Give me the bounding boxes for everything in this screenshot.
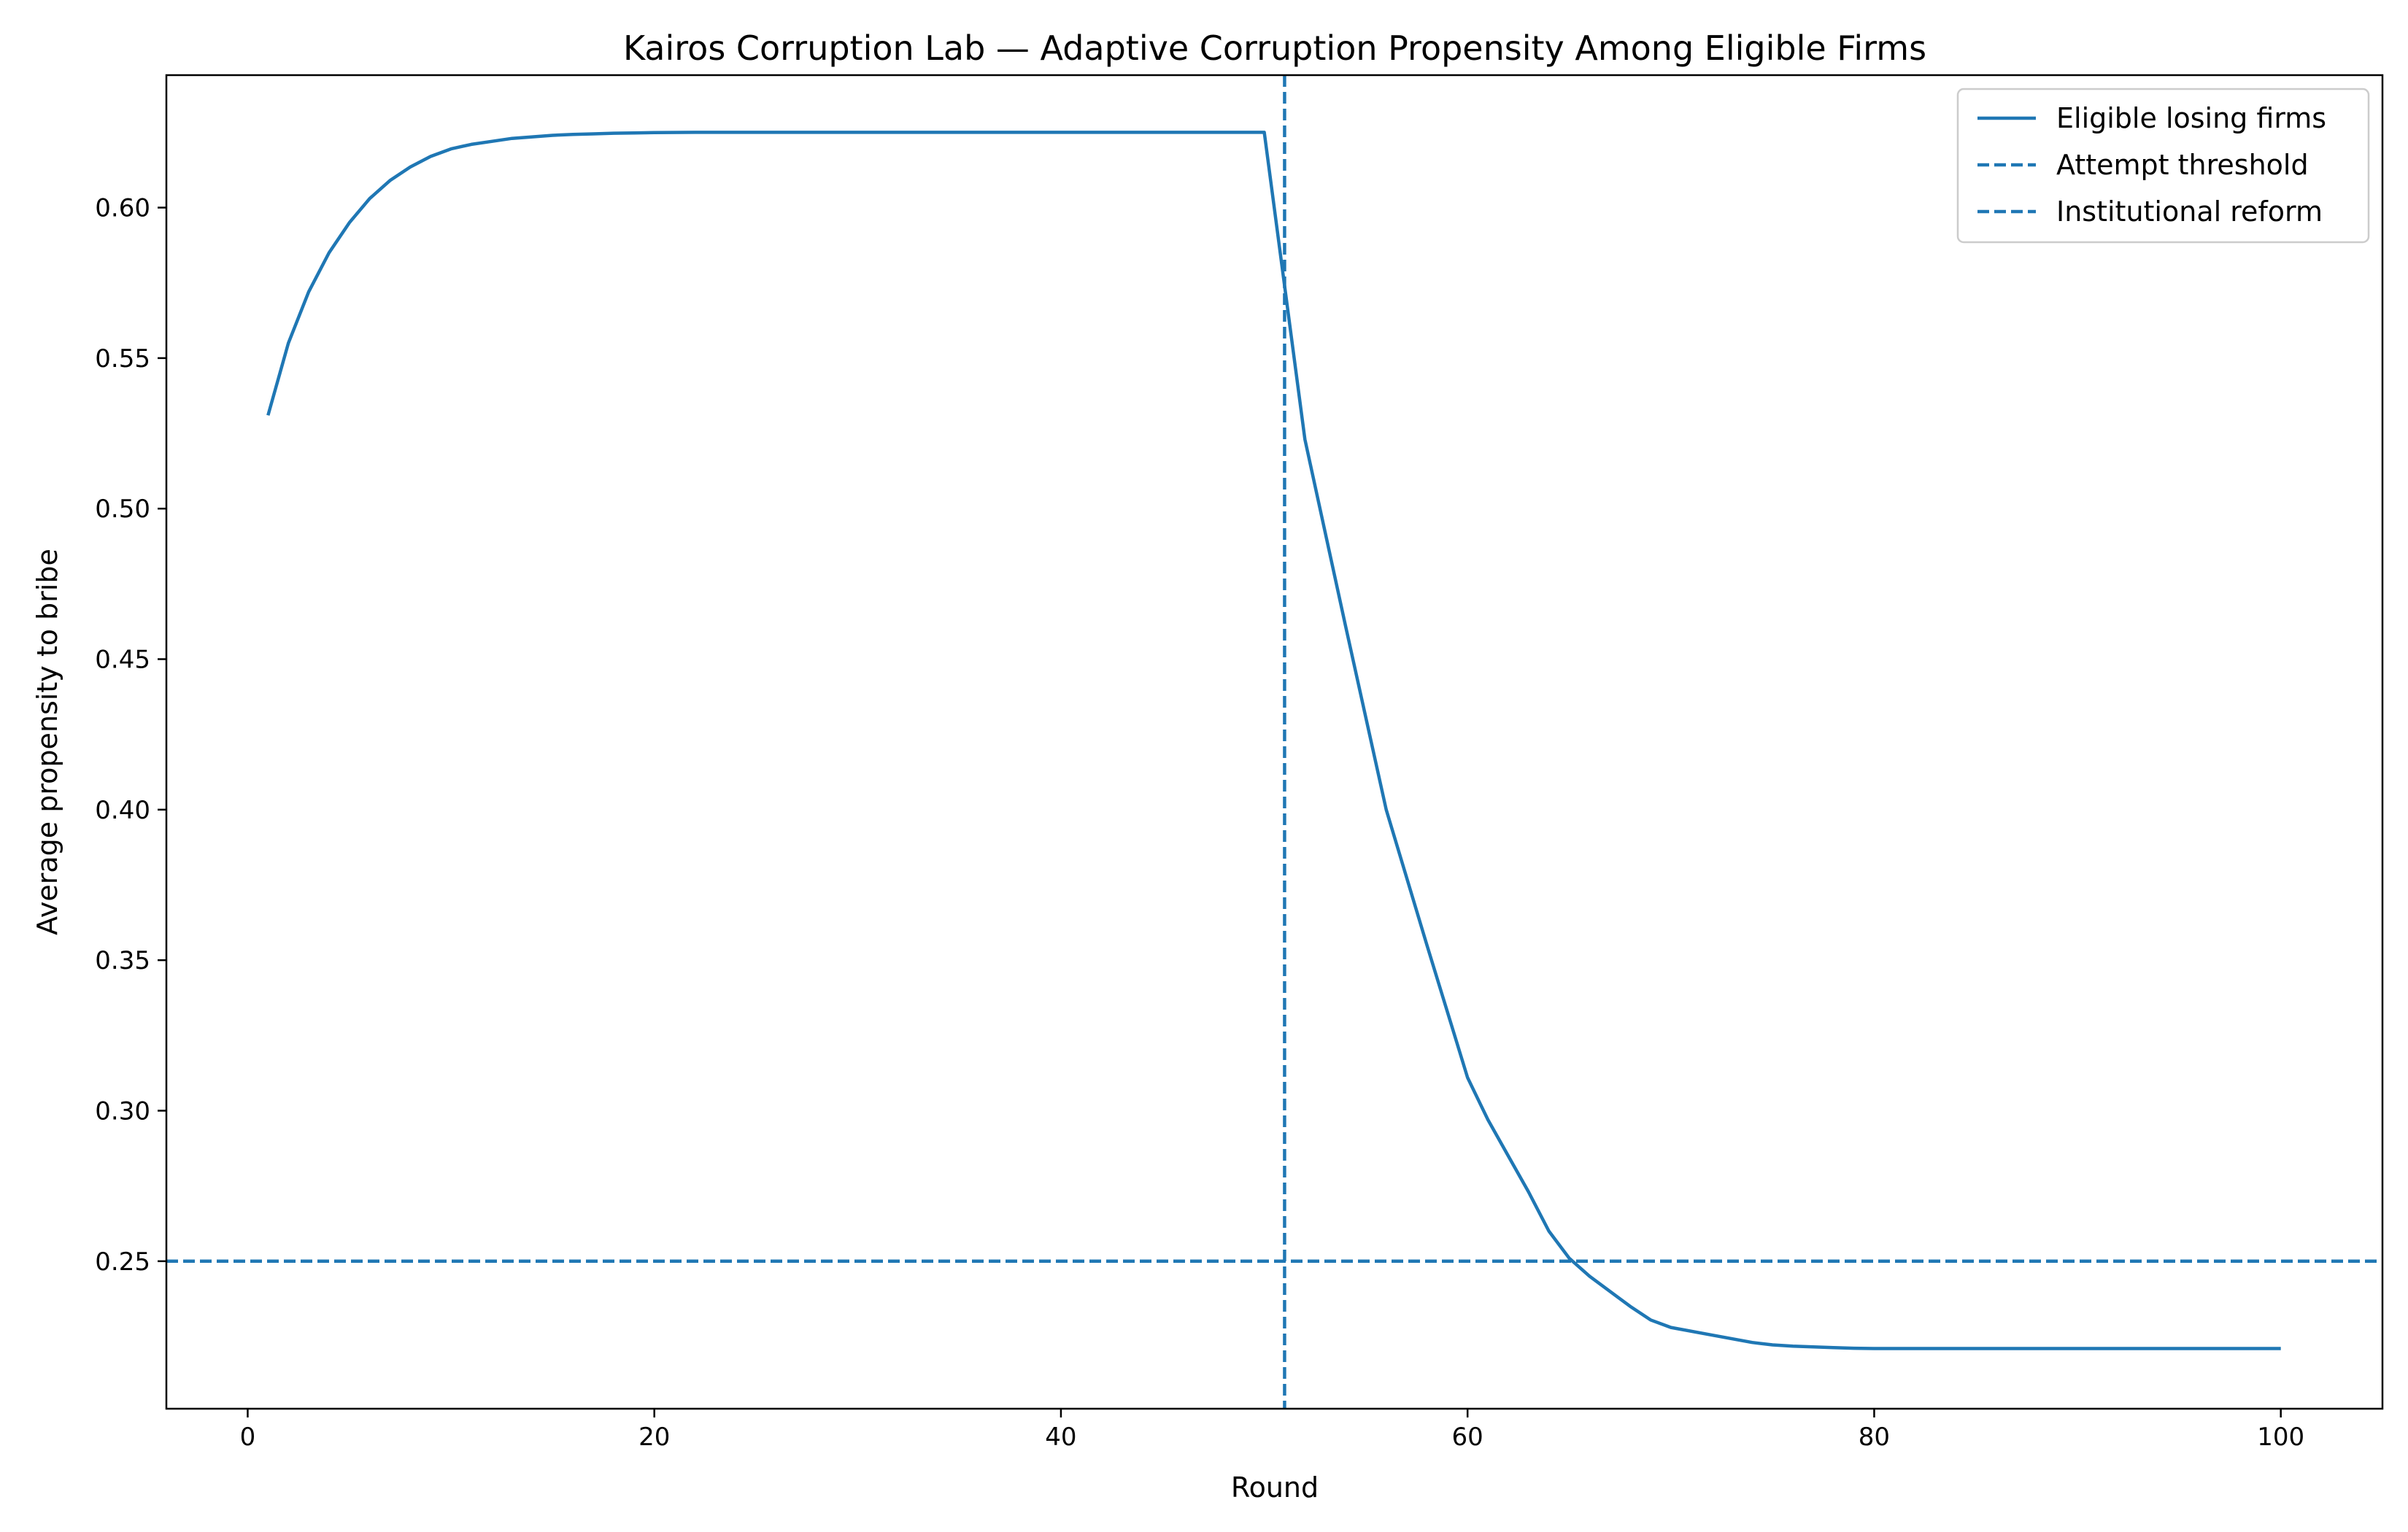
y-axis-label: Average propensity to bribe: [31, 549, 63, 935]
chart-title: Kairos Corruption Lab — Adaptive Corrupt…: [623, 28, 1926, 68]
legend-label-attempt-threshold: Attempt threshold: [2056, 149, 2309, 181]
legend: Eligible losing firms Attempt threshold …: [1956, 88, 2370, 244]
y-tick-label: 0.35: [95, 946, 150, 975]
x-tick-label: 60: [1452, 1423, 1483, 1452]
y-tick-label: 0.30: [95, 1096, 150, 1126]
legend-label-institutional-reform: Institutional reform: [2056, 196, 2323, 228]
legend-frame: [1956, 88, 2370, 244]
x-tick-label: 80: [1859, 1423, 1890, 1452]
y-tick-label: 0.45: [95, 646, 150, 675]
y-tick-label: 0.50: [95, 495, 150, 524]
x-tick-label: 0: [240, 1423, 256, 1452]
plot-frame: [165, 74, 2384, 1410]
series-line-eligible-losing-firms: [266, 131, 2281, 1350]
y-tick-label: 0.55: [95, 344, 150, 374]
legend-label-eligible-losing-firms: Eligible losing firms: [2056, 102, 2326, 134]
plot-area: [166, 75, 2382, 1409]
x-tick-label: 40: [1045, 1423, 1076, 1452]
x-tick-label: 100: [2257, 1423, 2304, 1452]
y-tick-label: 0.60: [95, 194, 150, 223]
y-tick-label: 0.25: [95, 1247, 150, 1277]
y-axis: 0.25 0.30 0.35 0.40 0.45 0.50 0.55 0.60: [95, 194, 166, 1277]
x-axis-label: Round: [1231, 1471, 1319, 1504]
x-axis: 0 20 40 60 80 100: [240, 1409, 2304, 1452]
x-tick-label: 20: [638, 1423, 670, 1452]
y-tick-label: 0.40: [95, 796, 150, 825]
